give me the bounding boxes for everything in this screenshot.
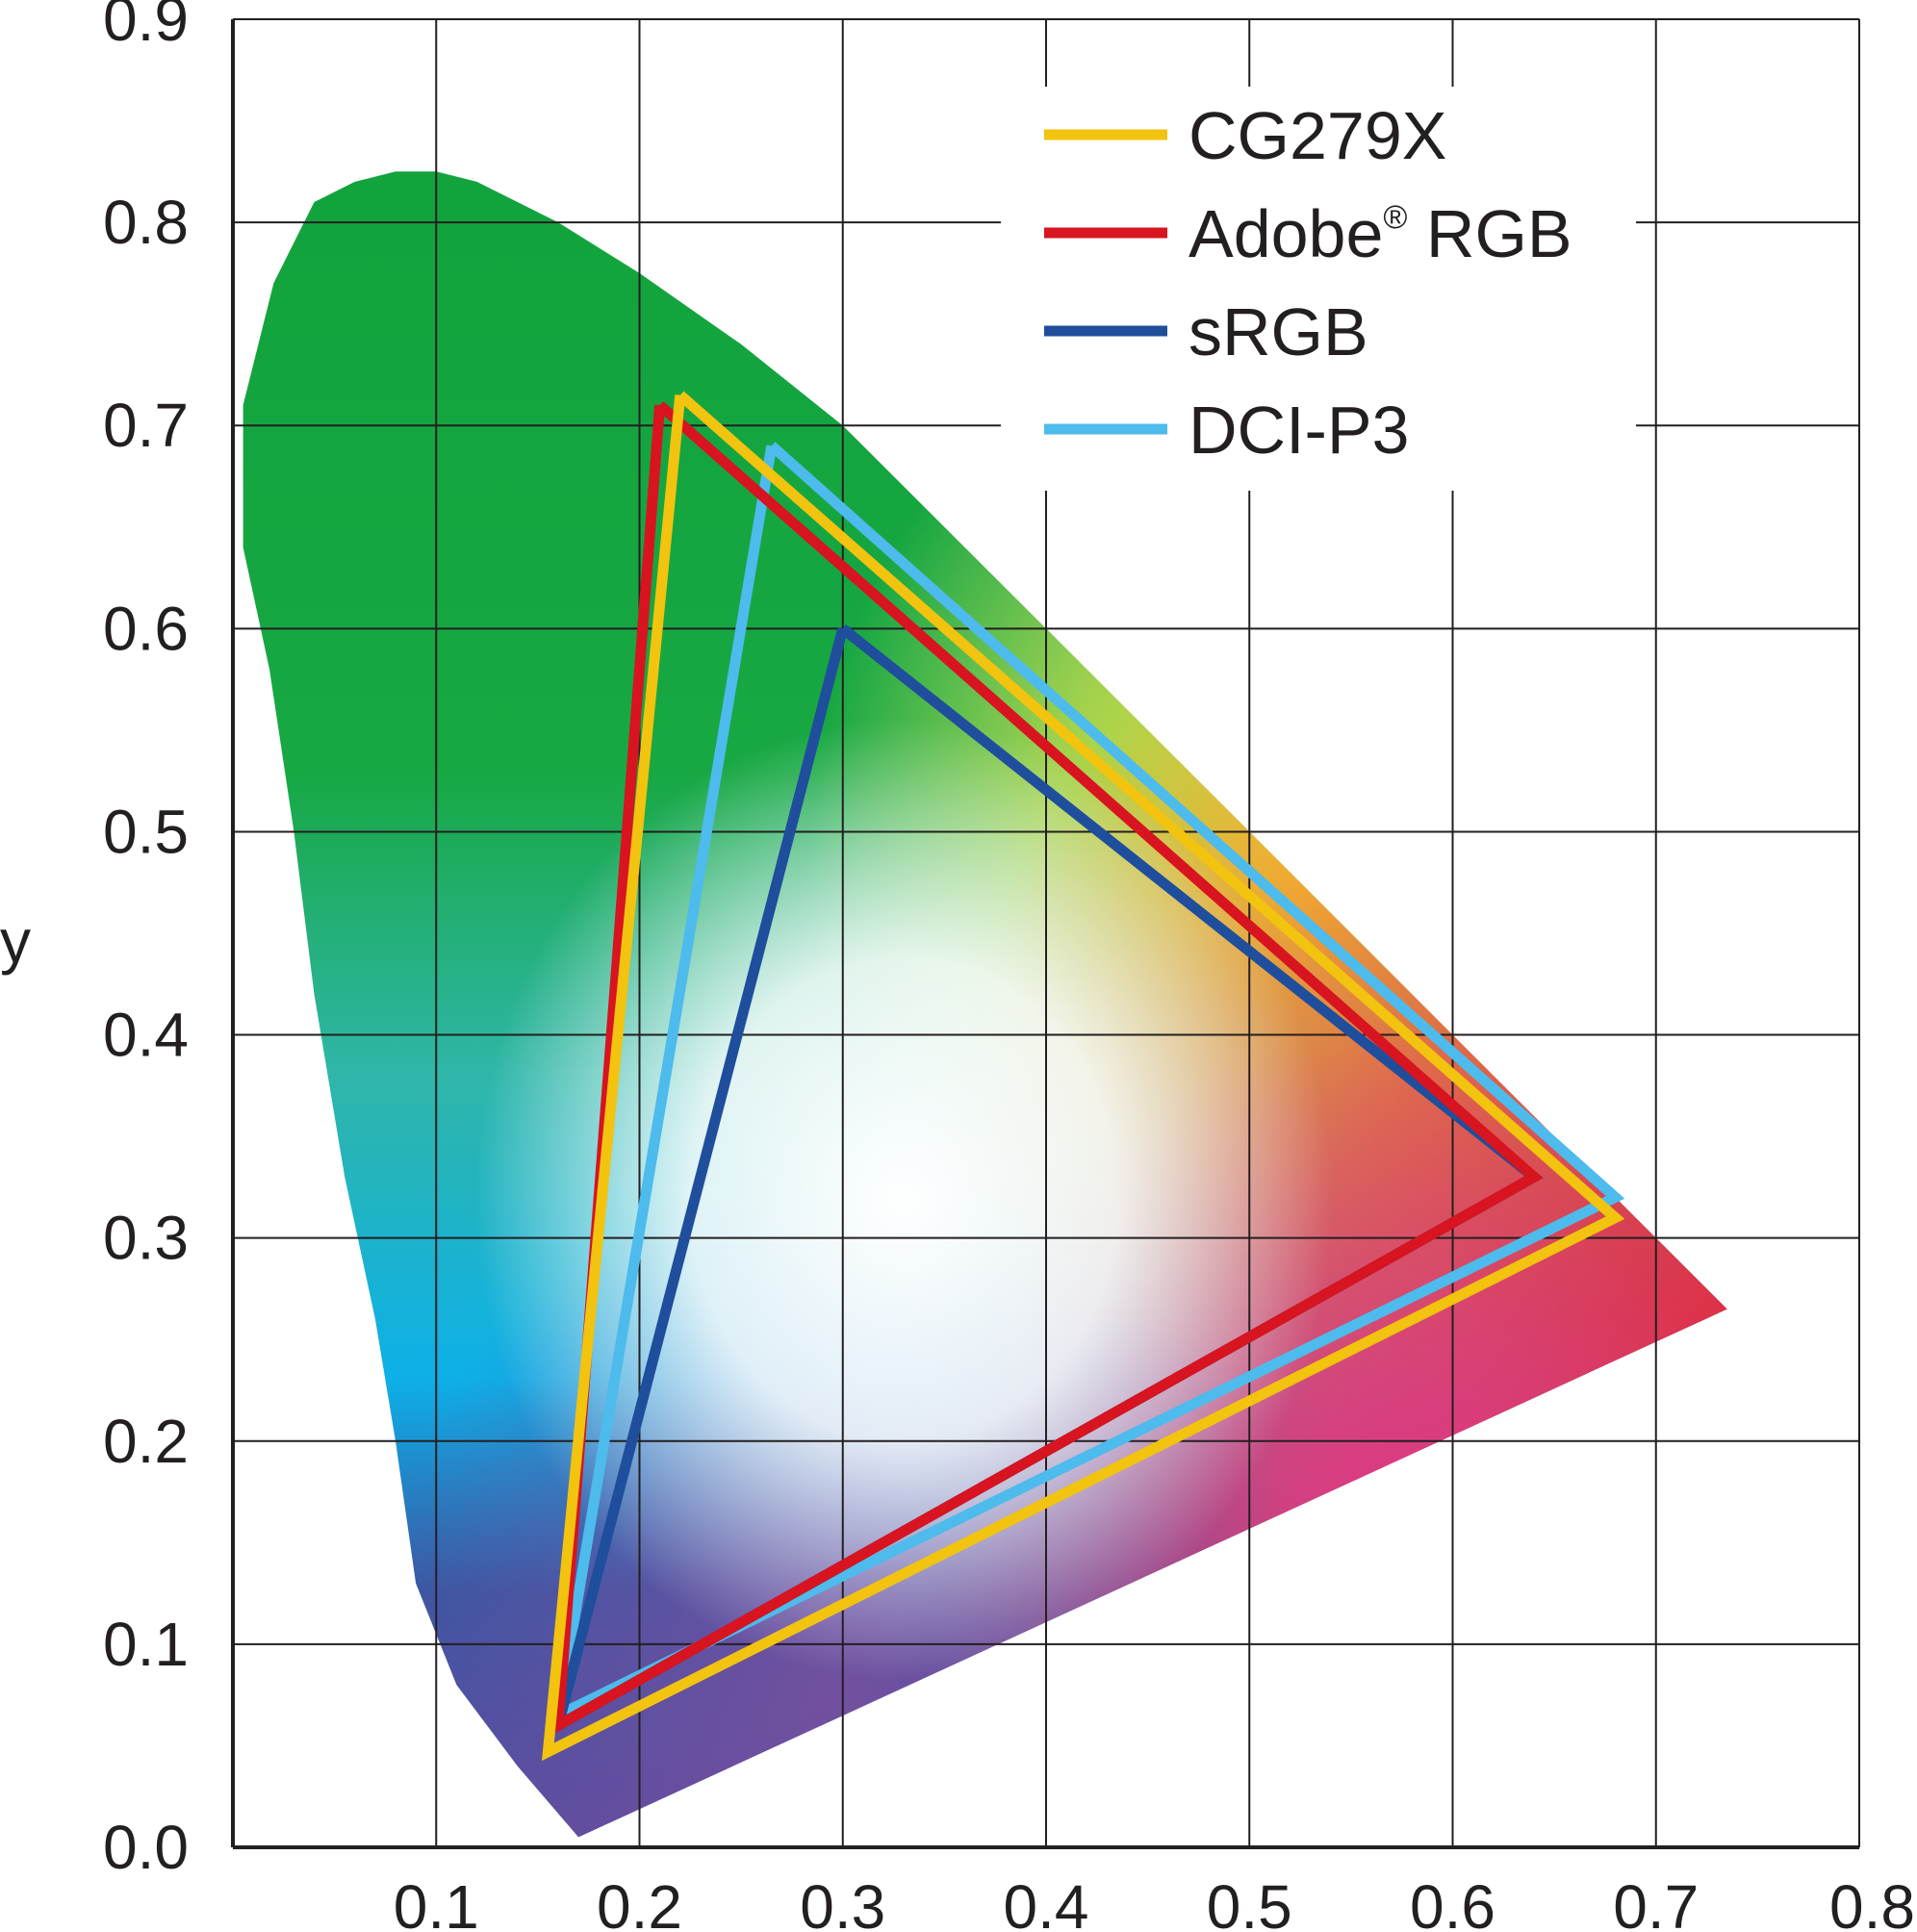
y-tick-label: 0.0 (103, 1813, 189, 1882)
series-line (551, 400, 1544, 1736)
y-tick-label: 0.5 (103, 797, 189, 866)
gamut-triangles (541, 391, 1625, 1762)
y-tick-label: 0.9 (103, 0, 189, 54)
y-tick-label: 0.2 (103, 1407, 189, 1476)
y-tick-label: 0.1 (103, 1610, 189, 1679)
series-line (550, 442, 1625, 1725)
axes (231, 19, 1859, 1849)
y-tick-label: 0.3 (103, 1204, 189, 1273)
y-tick-labels: 0.0 0.1 0.2 0.3 0.4 0.5 0.6 0.7 0.8 0.9 (103, 0, 189, 1882)
x-tick-label: 0.8 (1829, 1872, 1915, 1932)
x-tick-label: 0.3 (800, 1872, 885, 1932)
y-tick-label: 0.7 (103, 391, 189, 460)
legend-label: sRGB (1189, 294, 1368, 369)
legend-label: CG279X (1189, 98, 1446, 173)
x-tick-label: 0.6 (1410, 1872, 1495, 1932)
x-tick-label: 0.2 (597, 1872, 682, 1932)
x-tick-label: 0.7 (1613, 1872, 1699, 1932)
series-line (541, 391, 1625, 1762)
legend-label: DCI-P3 (1189, 393, 1409, 468)
legend-box (1001, 87, 1636, 491)
x-tick-labels: 0.1 0.2 0.3 0.4 0.5 0.6 0.7 0.8 (394, 1872, 1915, 1932)
legend-label: Adobe® RGB (1189, 196, 1572, 271)
x-tick-label: 0.4 (1004, 1872, 1089, 1932)
y-tick-label: 0.6 (103, 594, 189, 663)
legend: CG279X Adobe® RGB sRGB DCI-P3 (1044, 98, 1572, 468)
y-tick-label: 0.4 (103, 1001, 189, 1070)
y-tick-label: 0.8 (103, 188, 189, 257)
legend-background (1001, 87, 1636, 491)
x-tick-label: 0.5 (1207, 1872, 1292, 1932)
x-tick-label: 0.1 (394, 1872, 479, 1932)
y-axis-label: y (0, 906, 31, 976)
